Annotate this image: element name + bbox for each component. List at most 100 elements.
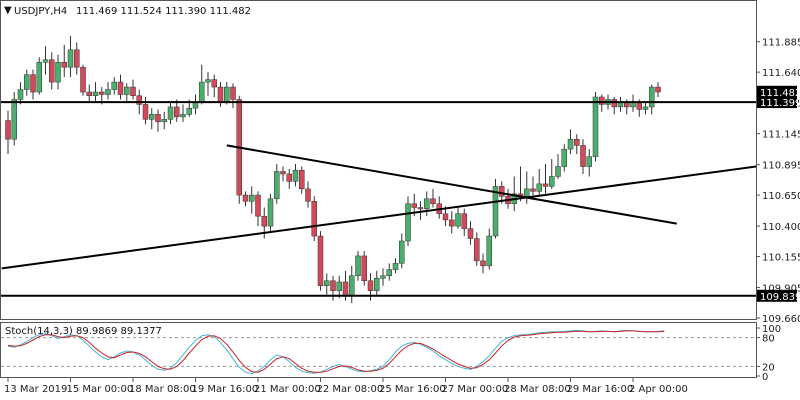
candle-bull	[267, 198, 274, 227]
candle-bear	[5, 120, 11, 140]
candle-bull	[642, 106, 649, 110]
dropdown-arrow-icon[interactable]: ▼	[4, 5, 12, 16]
price-tick-label: 109.660	[762, 314, 800, 325]
candle-bear	[99, 91, 105, 95]
candle-bull	[549, 176, 555, 187]
price-tag	[757, 85, 797, 98]
candle-bull	[392, 263, 399, 270]
candle-bear	[86, 91, 92, 96]
time-tick-label: 19 Mar 16:00	[192, 384, 259, 395]
ohlc-label: 111.469 111.524 111.390 111.482	[76, 6, 251, 17]
time-tick-label: 15 Mar 00:00	[67, 384, 134, 395]
time-tick-label: 25 Mar 16:00	[379, 384, 446, 395]
stochastic-tick-label: 20	[762, 362, 775, 373]
candle-bull	[374, 278, 380, 291]
candle-bull	[124, 86, 130, 95]
candle-bull	[567, 138, 574, 150]
candle-bear	[574, 138, 580, 146]
candle-bull	[336, 281, 342, 291]
candle-bear	[599, 96, 605, 105]
candle-bear	[480, 260, 486, 267]
candle-bear	[217, 86, 224, 103]
candle-bull	[405, 203, 411, 242]
trend-line[interactable]	[1, 160, 800, 270]
candle-bull	[292, 169, 299, 182]
candle-bear	[461, 213, 467, 229]
price-tick-label: 109.905	[762, 284, 800, 295]
candle-bear	[342, 281, 349, 296]
time-tick-label: 28 Mar 08:00	[504, 384, 571, 395]
candle-bull	[36, 61, 42, 93]
stochastic-tick-label: 80	[762, 334, 775, 345]
candle-bull	[11, 99, 17, 140]
candle-bull	[149, 114, 155, 120]
candle-bull	[424, 198, 430, 209]
candle-bull	[105, 89, 111, 95]
candle-bear	[174, 106, 180, 118]
candle-bear	[142, 104, 149, 120]
stochastic-tick-label: 100	[762, 324, 781, 335]
time-tick-label: 13 Mar 2019	[4, 384, 67, 395]
candle-bull	[92, 91, 99, 96]
candle-bear	[330, 280, 336, 291]
candle-bear	[542, 183, 549, 187]
candle-bull	[386, 269, 392, 277]
price-tag	[757, 96, 797, 109]
candle-bear	[261, 215, 267, 227]
candle-bear	[299, 169, 305, 190]
candle-bull	[649, 86, 655, 108]
candle-bull	[380, 275, 386, 279]
price-tag-label: 111.482	[760, 88, 800, 99]
main-plot-frame	[0, 0, 757, 320]
symbol-label: USDJPY,H4	[14, 6, 67, 17]
time-tick-label: 22 Mar 08:00	[317, 384, 384, 395]
trend-line[interactable]	[226, 144, 677, 225]
price-tag	[757, 289, 797, 302]
candle-bear	[655, 86, 661, 93]
candle-bear	[311, 201, 317, 237]
candle-bear	[30, 74, 36, 93]
candle-bear	[286, 173, 292, 182]
candle-bear	[80, 66, 86, 93]
candle-bear	[367, 280, 374, 291]
candle-bear	[449, 219, 455, 227]
price-tick-label: 111.640	[762, 68, 800, 79]
candle-bear	[499, 186, 505, 197]
candle-bull	[249, 194, 255, 202]
candle-bull	[349, 275, 355, 296]
candle-bull	[561, 148, 567, 167]
candle-bear	[242, 194, 249, 202]
candle-bear	[49, 59, 55, 83]
candle-bear	[611, 99, 617, 108]
candle-bear	[417, 207, 424, 210]
time-tick-label: 29 Mar 16:00	[567, 384, 634, 395]
candle-bull	[205, 79, 211, 83]
candle-bull	[355, 255, 361, 277]
candle-bull	[324, 280, 330, 286]
candle-bear	[442, 213, 449, 221]
candle-bull	[167, 106, 174, 120]
time-tick-label: 18 Mar 08:00	[129, 384, 196, 395]
candle-bear	[136, 95, 142, 105]
candle-bull	[224, 86, 230, 103]
candle-bull	[180, 114, 186, 118]
candle-bull	[536, 183, 542, 192]
candle-bear	[280, 171, 286, 175]
candle-bull	[24, 74, 30, 90]
candle-bear	[317, 235, 324, 286]
candle-bear	[230, 86, 236, 100]
price-tick-label: 111.885	[762, 38, 800, 49]
candle-bear	[430, 198, 436, 205]
candle-bull	[555, 166, 561, 177]
candle-bear	[467, 228, 474, 239]
candle-bear	[361, 255, 367, 282]
candle-bull	[399, 240, 405, 264]
price-pane	[1, 36, 800, 304]
candle-bull	[42, 59, 49, 63]
stochastic-tick-label: 0	[762, 372, 768, 383]
price-tick-label: 110.650	[762, 191, 800, 202]
candle-bull	[486, 235, 492, 267]
